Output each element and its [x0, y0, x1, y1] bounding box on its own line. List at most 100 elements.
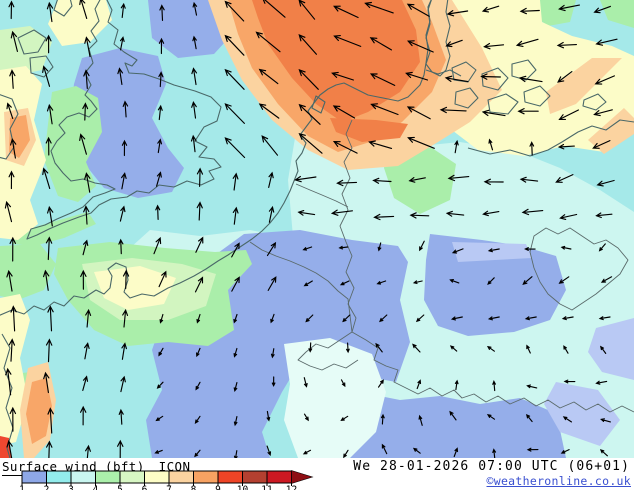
- legend-title: Surface wind (bft) ICON: [2, 459, 197, 476]
- wind-arrow: [521, 208, 544, 216]
- wind-arrow: [119, 36, 125, 51]
- colorbar-tick-label: 5: [117, 485, 123, 490]
- wind-arrow: [224, 137, 246, 159]
- wind-arrow: [483, 178, 504, 186]
- wind-arrow: [270, 348, 275, 359]
- wind-arrow: [298, 0, 316, 20]
- wind-speed-colorbar: 1 2 3 4 5 6 7 8 9 10 11 12: [19, 470, 314, 490]
- wind-arrow: [599, 345, 607, 354]
- wind-arrow: [120, 375, 126, 393]
- wind-arrow: [560, 245, 572, 250]
- wind-arrow: [563, 379, 576, 384]
- wind-arrow: [557, 143, 575, 150]
- wind-arrow: [45, 34, 52, 54]
- wind-arrow: [308, 342, 313, 353]
- coastline: [311, 95, 326, 114]
- wind-arrow: [196, 347, 201, 358]
- wind-arrow: [46, 103, 54, 125]
- colorbar-tick-label: 3: [68, 485, 74, 490]
- colorbar-tick-label: 1: [19, 485, 25, 490]
- wind-arrow: [9, 69, 16, 89]
- wind-speed-region: [0, 26, 52, 76]
- country-border: [351, 331, 634, 413]
- model-label: ICON: [158, 459, 191, 474]
- wind-arrow: [155, 415, 164, 422]
- wind-arrow: [267, 276, 277, 291]
- coastline: [0, 0, 432, 316]
- wind-arrow: [231, 242, 240, 258]
- wind-arrow: [82, 375, 89, 391]
- wind-arrow: [407, 136, 435, 149]
- wind-arrow: [372, 177, 392, 184]
- timestamp-label: We 28-01-2026 07:00 UTC (06+01): [353, 459, 630, 474]
- wind-arrow: [303, 413, 309, 422]
- colorbar-cell: [46, 470, 72, 484]
- wind-arrow: [224, 0, 245, 22]
- wind-arrow: [449, 410, 457, 421]
- wind-arrow: [192, 35, 197, 50]
- country-borders: [249, 119, 634, 413]
- copyright-link[interactable]: ©weatheronline.co.uk: [486, 474, 631, 488]
- wind-arrow: [406, 40, 434, 53]
- wind-arrow: [529, 141, 535, 156]
- wind-arrow: [6, 269, 13, 292]
- country-border: [297, 331, 359, 371]
- wind-arrow: [153, 236, 162, 255]
- wind-arrow: [595, 380, 608, 385]
- wind-arrow: [332, 141, 358, 154]
- wind-arrow: [302, 449, 312, 455]
- wind-arrow: [598, 243, 606, 252]
- wind-arrow: [449, 279, 460, 284]
- colorbar-tick-label: 6: [142, 485, 148, 490]
- coastline: [17, 29, 47, 55]
- wind-arrow: [297, 210, 316, 216]
- wind-arrow: [9, 236, 16, 262]
- wind-arrow: [233, 450, 238, 458]
- wind-arrow: [595, 38, 618, 46]
- wind-arrow: [373, 213, 395, 221]
- wind-arrow: [369, 37, 392, 51]
- wind-arrow: [517, 108, 539, 115]
- colorbar-cell: [70, 470, 96, 484]
- wind-arrow: [592, 140, 611, 149]
- wind-arrow: [526, 384, 538, 389]
- wind-arrow: [157, 138, 163, 154]
- wind-arrow: [445, 210, 465, 217]
- wind-arrow: [233, 416, 238, 427]
- wind-arrow: [445, 39, 463, 48]
- wind-arrow: [492, 380, 496, 392]
- colorbar-cell: [168, 470, 194, 484]
- wind-arrow: [600, 276, 613, 283]
- wind-arrow: [412, 447, 421, 454]
- wind-arrow: [122, 308, 129, 328]
- wind-arrow: [232, 206, 239, 225]
- wind-speed-region: [588, 108, 634, 154]
- colorbar-cell: [119, 470, 145, 484]
- wind-arrow: [560, 449, 570, 454]
- country-border: [295, 183, 349, 208]
- coastline: [467, 119, 634, 157]
- wind-arrow: [191, 67, 198, 86]
- wind-speed-region: [0, 244, 56, 300]
- wind-arrow: [487, 277, 495, 285]
- wind-arrow: [232, 172, 239, 191]
- wind-arrow: [10, 305, 17, 332]
- wind-arrow: [558, 4, 580, 12]
- wind-arrow: [481, 5, 500, 13]
- country-border: [529, 227, 629, 311]
- wind-speed-region: [424, 0, 634, 156]
- wind-arrow: [79, 0, 88, 19]
- wind-arrow: [416, 379, 422, 390]
- wind-arrow: [483, 42, 505, 50]
- colorbar-tick-label: 7: [166, 485, 172, 490]
- wind-arrow: [4, 200, 13, 223]
- wind-map: [0, 0, 634, 458]
- wind-arrow: [600, 418, 611, 423]
- wind-arrow: [80, 405, 87, 426]
- wind-arrow: [262, 0, 286, 18]
- wind-arrow: [381, 443, 388, 455]
- wind-arrow: [45, 338, 53, 363]
- wind-arrow: [302, 246, 313, 251]
- wind-speed-region: [588, 318, 634, 380]
- wind-arrow: [487, 316, 500, 321]
